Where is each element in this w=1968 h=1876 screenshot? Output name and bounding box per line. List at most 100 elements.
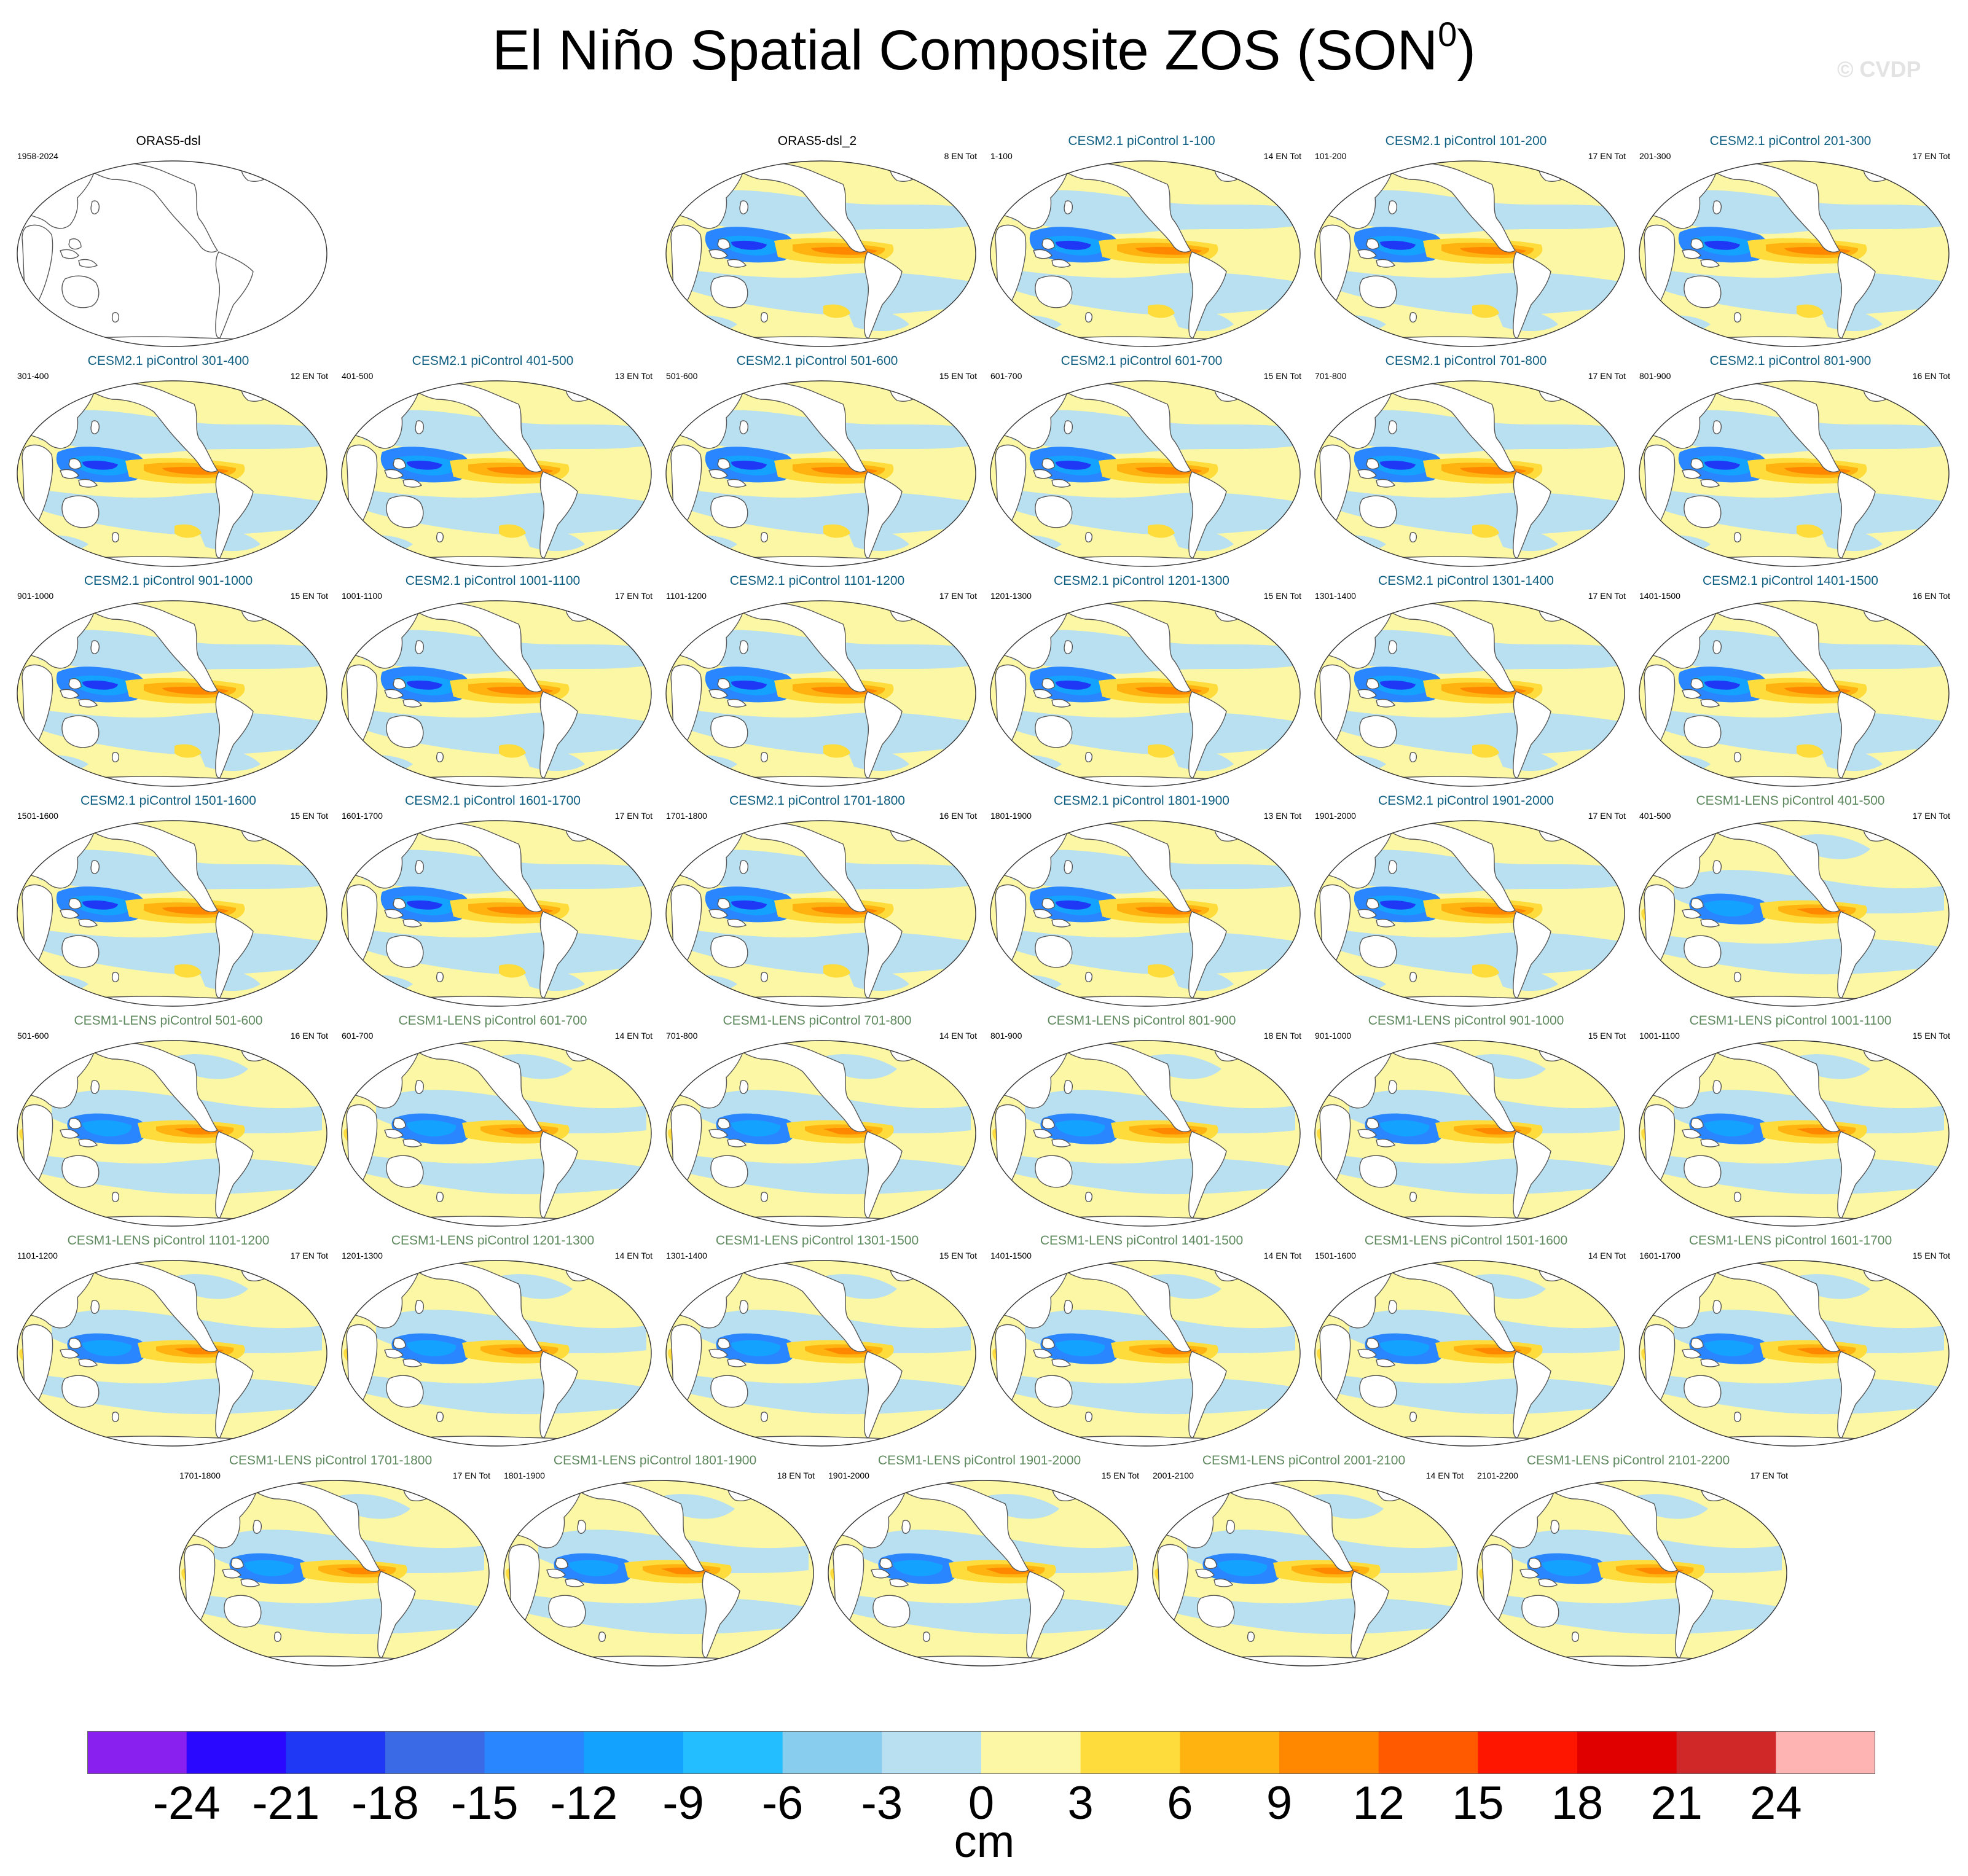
colorbar-swatch [1776, 1731, 1875, 1774]
cvdp-watermark: © CVDP [1837, 57, 1921, 82]
land-indonesia-2 [727, 1138, 747, 1147]
land-south-america [1837, 911, 1876, 998]
robinson-map [341, 1260, 652, 1447]
land-australia [548, 1595, 586, 1628]
anomaly-contour [1380, 460, 1416, 470]
anomaly-contour [202, 1595, 484, 1635]
colorbar-tick-label: -24 [152, 1777, 221, 1829]
map-border [1152, 1480, 1463, 1667]
land-indonesia-1 [60, 1348, 79, 1359]
anomaly-contour [39, 1375, 322, 1415]
panel-event-count: 16 EN Tot [1912, 591, 1950, 601]
land-indonesia-1 [1682, 249, 1701, 259]
land-south-america [539, 471, 578, 558]
panel-title: CESM1-LENS piControl 2001-2100 [1202, 1453, 1406, 1468]
land-new-zealand [1572, 1632, 1579, 1643]
land-antarctica [357, 996, 641, 1006]
anomaly-contour [1497, 749, 1558, 772]
anomaly-contour [731, 1120, 781, 1136]
land-north-america [1218, 1480, 1354, 1573]
land-indonesia-1 [708, 689, 728, 699]
land-indonesia-1 [60, 689, 79, 699]
land-indonesia-2 [727, 479, 747, 488]
panel-title: CESM2.1 piControl 901-1000 [84, 574, 253, 588]
panel-years-label: 1101-1200 [666, 591, 707, 601]
land-new-zealand [761, 752, 768, 763]
land-new-zealand [761, 1412, 768, 1423]
anomaly-contour [1497, 310, 1558, 332]
land-antarctica [1006, 776, 1290, 786]
colorbar-tick-label: -18 [351, 1777, 419, 1829]
map-border [17, 380, 327, 567]
land-antarctica [1006, 1436, 1290, 1446]
colorbar-units: cm [954, 1816, 1015, 1867]
land-indonesia-1 [60, 249, 79, 259]
colorbar-tick-label: -12 [550, 1777, 618, 1829]
land-south-america [1026, 1571, 1065, 1658]
anomaly-contour [1172, 530, 1234, 552]
panel-event-count: 17 EN Tot [614, 591, 653, 601]
map-panel: CESM2.1 piControl 1001-1100 1001-1100 17 E… [333, 574, 653, 787]
land-australia [1035, 715, 1073, 748]
map-border [1639, 600, 1950, 787]
land-borneo [1041, 678, 1055, 690]
anomaly-contour [1380, 240, 1416, 250]
robinson-map [990, 1040, 1301, 1227]
land-borneo [1366, 1338, 1379, 1350]
land-antarctica [681, 996, 965, 1006]
map-panel: CESM2.1 piControl 1301-1400 1301-1400 17 E… [1306, 574, 1626, 787]
colorbar-tick-label: 18 [1551, 1777, 1604, 1829]
land-south-america [1188, 1131, 1227, 1218]
land-south-america [1675, 1571, 1714, 1658]
colorbar-tick-label: -21 [252, 1777, 320, 1829]
panel-years-label: 501-600 [666, 371, 698, 381]
land-indonesia-2 [240, 1578, 261, 1587]
panel-event-count: 18 EN Tot [1263, 1031, 1301, 1041]
robinson-map [1314, 1040, 1625, 1227]
anomaly-contour [1380, 900, 1416, 910]
anomaly-contour [1704, 900, 1754, 917]
land-antarctica [1168, 1655, 1452, 1666]
map-border [990, 600, 1301, 787]
anomaly-contour [82, 460, 118, 470]
land-borneo [68, 1118, 82, 1130]
land-antarctica [33, 776, 316, 786]
map-border [990, 1260, 1301, 1447]
panel-title: CESM1-LENS piControl 1301-1500 [715, 1233, 919, 1248]
anomaly-contour [1542, 1560, 1592, 1576]
panel-years-label: 1601-1700 [342, 811, 383, 821]
anomaly-contour [1661, 935, 1944, 975]
land-australia [1684, 1375, 1722, 1408]
land-borneo [555, 1558, 568, 1569]
land-australia [1684, 495, 1722, 528]
anomaly-contour [1821, 310, 1883, 332]
land-south-america [1837, 1131, 1876, 1218]
panel-title: CESM1-LENS piControl 501-600 [74, 1014, 263, 1028]
panel-event-count: 17 EN Tot [939, 591, 977, 601]
land-indonesia-1 [1033, 469, 1053, 479]
land-south-america [864, 691, 903, 778]
land-indonesia-2 [1538, 1578, 1558, 1587]
land-borneo [68, 458, 82, 470]
anomaly-contour [1797, 744, 1824, 758]
land-antarctica [681, 776, 965, 786]
panel-event-count: 15 EN Tot [290, 591, 328, 601]
land-antarctica [1330, 776, 1614, 786]
map-panel: CESM1-LENS piControl 601-700 601-700 14 EN… [333, 1014, 653, 1227]
colorbar-tick-label: 6 [1167, 1777, 1193, 1829]
map-border [1639, 1040, 1950, 1227]
anomaly-contour [731, 460, 767, 470]
panel-event-count: 17 EN Tot [452, 1471, 490, 1480]
land-antarctica [33, 556, 316, 566]
land-south-america [539, 691, 578, 778]
colorbar-swatch [1180, 1731, 1280, 1774]
panel-years-label: 1001-1100 [1639, 1031, 1680, 1041]
land-north-america [82, 381, 219, 473]
land-borneo [1366, 1118, 1379, 1130]
map-panel: CESM2.1 piControl 1801-1900 1801-1900 13 E… [982, 794, 1301, 1007]
land-antarctica [1655, 1436, 1939, 1446]
colorbar-tick-label: 3 [1067, 1777, 1094, 1829]
land-north-america [1380, 601, 1516, 693]
land-new-zealand [1085, 972, 1092, 983]
panel-years-label: 401-500 [342, 371, 374, 381]
